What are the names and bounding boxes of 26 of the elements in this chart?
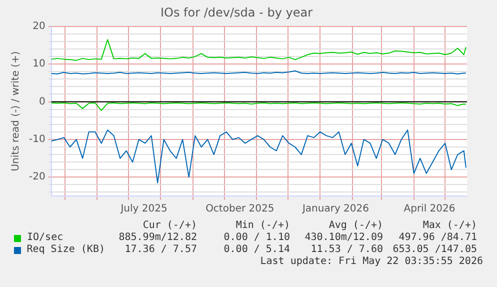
x-tick-label: January 2026 — [301, 204, 370, 215]
text: 17.36 / 7.57 — [124, 244, 197, 256]
text: Avg (-/+) — [328, 220, 383, 232]
text: Last update: Fri May 22 03:35:55 2026 — [259, 256, 484, 268]
text: 0.00 / 5.14 — [222, 244, 290, 256]
text: 430.10m/12.09 — [304, 232, 383, 244]
legend-label: IO/sec — [27, 232, 64, 244]
x-tick-label: July 2025 — [120, 204, 168, 215]
text: 653.05 /147.05 — [392, 244, 477, 256]
x-tick-label: April 2026 — [404, 204, 456, 215]
text: 0.00 / 1.10 — [222, 232, 290, 244]
chart-title: IOs for /dev/sda - by year — [160, 5, 313, 20]
y-tick-label: 0 — [38, 96, 46, 108]
legend-label: Req Size (KB) — [26, 244, 105, 256]
y-tick-label: 20 — [32, 20, 46, 32]
text: 497.96 /84.71 — [398, 232, 477, 244]
text: Cur (-/+) — [142, 220, 197, 232]
text: 11.53 / 7.60 — [310, 244, 383, 256]
y-tick-label: 10 — [32, 58, 46, 70]
y-tick-label: -10 — [28, 134, 46, 146]
x-tick-label: October 2025 — [206, 204, 274, 215]
y-tick-label: -20 — [28, 172, 46, 183]
text: Max (-/+) — [422, 220, 477, 232]
text: Min (-/+) — [234, 220, 290, 232]
y-axis-title: Units read (-) / write (+) — [10, 51, 22, 172]
text: 885.99m/12.82 — [118, 232, 197, 244]
